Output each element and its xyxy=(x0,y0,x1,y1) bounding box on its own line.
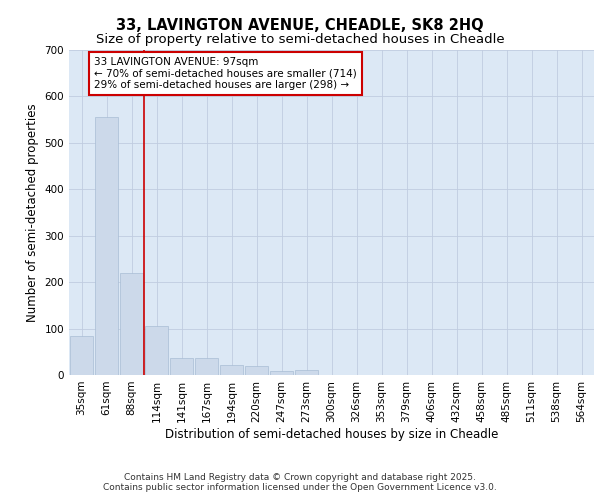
Bar xyxy=(95,118,118,375)
Text: 33 LAVINGTON AVENUE: 97sqm
← 70% of semi-detached houses are smaller (714)
29% o: 33 LAVINGTON AVENUE: 97sqm ← 70% of semi… xyxy=(94,57,357,90)
Bar xyxy=(145,326,169,375)
Bar xyxy=(295,370,319,375)
Y-axis label: Number of semi-detached properties: Number of semi-detached properties xyxy=(26,103,39,322)
Bar xyxy=(269,372,293,375)
Bar xyxy=(245,366,268,375)
Text: 33, LAVINGTON AVENUE, CHEADLE, SK8 2HQ: 33, LAVINGTON AVENUE, CHEADLE, SK8 2HQ xyxy=(116,18,484,32)
Text: Contains HM Land Registry data © Crown copyright and database right 2025.
Contai: Contains HM Land Registry data © Crown c… xyxy=(103,473,497,492)
Bar xyxy=(170,358,193,375)
Bar xyxy=(119,273,143,375)
X-axis label: Distribution of semi-detached houses by size in Cheadle: Distribution of semi-detached houses by … xyxy=(165,428,498,440)
Bar xyxy=(220,365,244,375)
Bar xyxy=(194,358,218,375)
Bar xyxy=(70,336,94,375)
Text: Size of property relative to semi-detached houses in Cheadle: Size of property relative to semi-detach… xyxy=(95,32,505,46)
